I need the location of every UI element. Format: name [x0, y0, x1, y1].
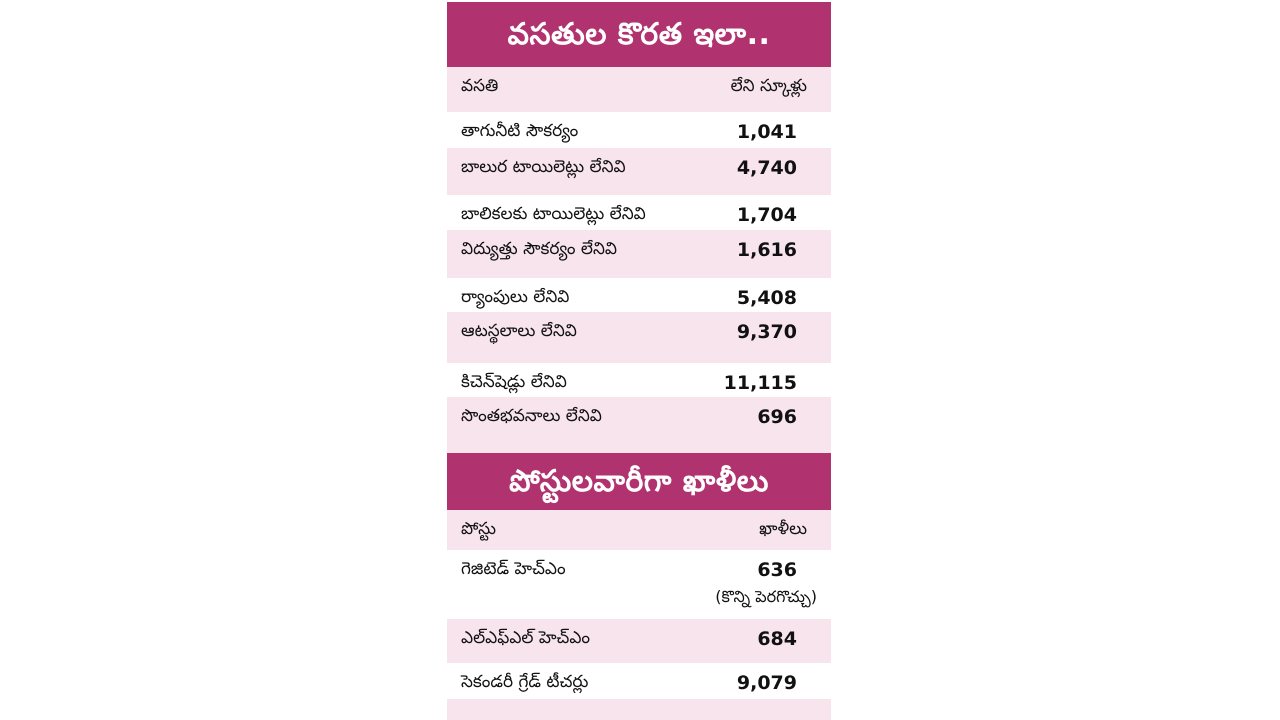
- row-value: 684: [757, 628, 797, 650]
- infographic-panel: వసతుల కొరత ఇలా.. వసతి లేని స్కూళ్లు తాగు…: [447, 2, 831, 720]
- section2-title: పోస్టులవారీగా ఖాళీలు: [447, 453, 831, 510]
- row-label: ర్యాంపులు లేనివి: [461, 287, 570, 307]
- row-label: బాలుర టాయిలెట్లు లేనివి: [461, 157, 626, 177]
- row-label: తాగునీటి సౌకర్యం: [461, 121, 579, 141]
- table-row-partial: [447, 699, 831, 720]
- row-value: 4,740: [736, 157, 797, 179]
- section1-header-value: లేని స్కూళ్లు: [730, 76, 807, 96]
- row-value: 1,616: [736, 239, 797, 261]
- row-label: బాలికలకు టాయిలెట్లు లేనివి: [461, 204, 646, 224]
- table-row: బాలుర టాయిలెట్లు లేనివి 4,740: [447, 148, 831, 195]
- section1-header-label: వసతి: [461, 76, 499, 96]
- table-row: కిచెన్‌షెడ్లు లేనివి 11,115: [447, 363, 831, 397]
- row-label: సొంతభవనాలు లేనివి: [461, 406, 602, 426]
- row-note: (కొన్ని పెరగొచ్చు): [715, 587, 817, 606]
- row-value: 11,115: [723, 372, 797, 394]
- table-row: సొంతభవనాలు లేనివి 696: [447, 397, 831, 453]
- row-label: ఆటస్థలాలు లేనివి: [461, 321, 577, 341]
- table-row: విద్యుత్తు సౌకర్యం లేనివి 1,616: [447, 230, 831, 278]
- row-value: 5,408: [736, 287, 797, 309]
- row-label: గెజిటెడ్ హెచ్‌ఎం: [461, 559, 566, 579]
- table-row: తాగునీటి సౌకర్యం 1,041: [447, 112, 831, 148]
- row-value: 1,704: [736, 204, 797, 226]
- table-row: గెజిటెడ్ హెచ్‌ఎం 636 (కొన్ని పెరగొచ్చు): [447, 550, 831, 619]
- table-row: ఎల్‌ఎఫ్‌ఎల్ హెచ్‌ఎం 684: [447, 619, 831, 663]
- section2-header-value: ఖాళీలు: [759, 519, 807, 539]
- row-label: ఎల్‌ఎఫ్‌ఎల్ హెచ్‌ఎం: [461, 628, 591, 648]
- row-value: 9,079: [736, 672, 797, 694]
- row-label: కిచెన్‌షెడ్లు లేనివి: [461, 372, 567, 392]
- section2-header-label: పోస్టు: [461, 519, 496, 539]
- section1-header-row: వసతి లేని స్కూళ్లు: [447, 67, 831, 112]
- row-value: 1,041: [736, 121, 797, 143]
- row-value: 696: [757, 406, 797, 428]
- row-value-group: 636 (కొన్ని పెరగొచ్చు): [707, 550, 817, 610]
- table-row: సెకండరీ గ్రేడ్ టీచర్లు 9,079: [447, 663, 831, 699]
- row-label: విద్యుత్తు సౌకర్యం లేనివి: [461, 239, 617, 259]
- table-row: బాలికలకు టాయిలెట్లు లేనివి 1,704: [447, 195, 831, 230]
- section2-header-row: పోస్టు ఖాళీలు: [447, 510, 831, 550]
- row-label: సెకండరీ గ్రేడ్ టీచర్లు: [461, 672, 589, 692]
- row-value: 636: [757, 559, 797, 581]
- section1-title: వసతుల కొరత ఇలా..: [447, 2, 831, 67]
- row-value: 9,370: [736, 321, 797, 343]
- table-row: ఆటస్థలాలు లేనివి 9,370: [447, 312, 831, 363]
- table-row: ర్యాంపులు లేనివి 5,408: [447, 278, 831, 312]
